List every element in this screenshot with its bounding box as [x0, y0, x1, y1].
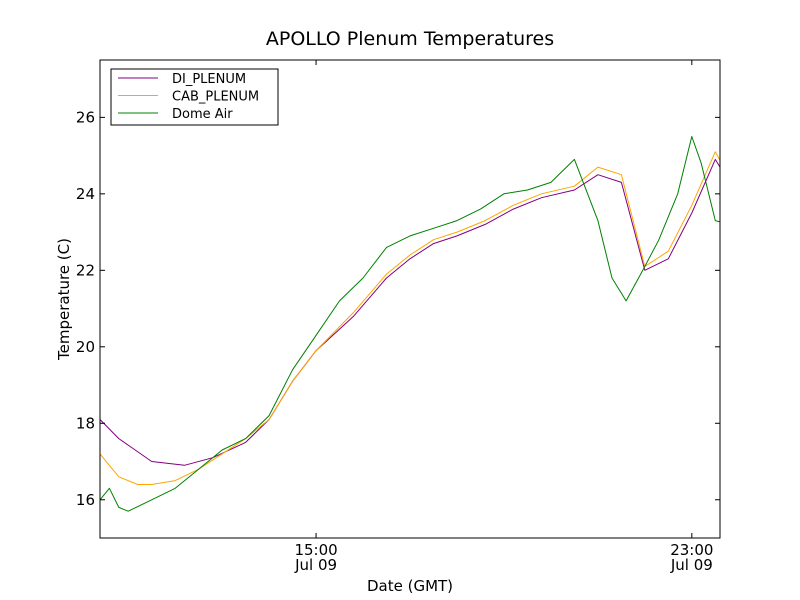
y-tick-label: 24 — [76, 185, 95, 203]
y-tick-label: 16 — [76, 491, 95, 509]
legend-label-cab-plenum: CAB_PLENUM — [172, 90, 259, 105]
series-line-cab-plenum — [100, 151, 720, 485]
x-tick-label-time: 23:00 — [670, 541, 713, 559]
legend: DI_PLENUM CAB_PLENUM Dome Air — [110, 68, 279, 126]
series-line-dome-air — [100, 136, 720, 512]
y-tick-label: 22 — [76, 261, 95, 279]
y-tick-label: 18 — [76, 414, 95, 432]
y-tick-label: 26 — [76, 108, 95, 126]
x-tick-label-time: 15:00 — [294, 541, 337, 559]
plot-lines — [100, 136, 720, 512]
series-line-di-plenum — [100, 158, 720, 466]
y-axis: 16 18 20 22 24 26 — [76, 108, 720, 509]
x-axis-label: Date (GMT) — [367, 577, 453, 595]
y-axis-label: Temperature (C) — [55, 238, 73, 361]
x-tick-label-date: Jul 09 — [294, 556, 337, 574]
chart-title: APOLLO Plenum Temperatures — [266, 28, 554, 50]
x-tick-label-date: Jul 09 — [670, 556, 713, 574]
plot-frame — [99, 59, 721, 539]
legend-label-dome-air: Dome Air — [172, 107, 233, 122]
legend-label-di-plenum: DI_PLENUM — [172, 72, 246, 87]
y-tick-label: 20 — [76, 338, 95, 356]
